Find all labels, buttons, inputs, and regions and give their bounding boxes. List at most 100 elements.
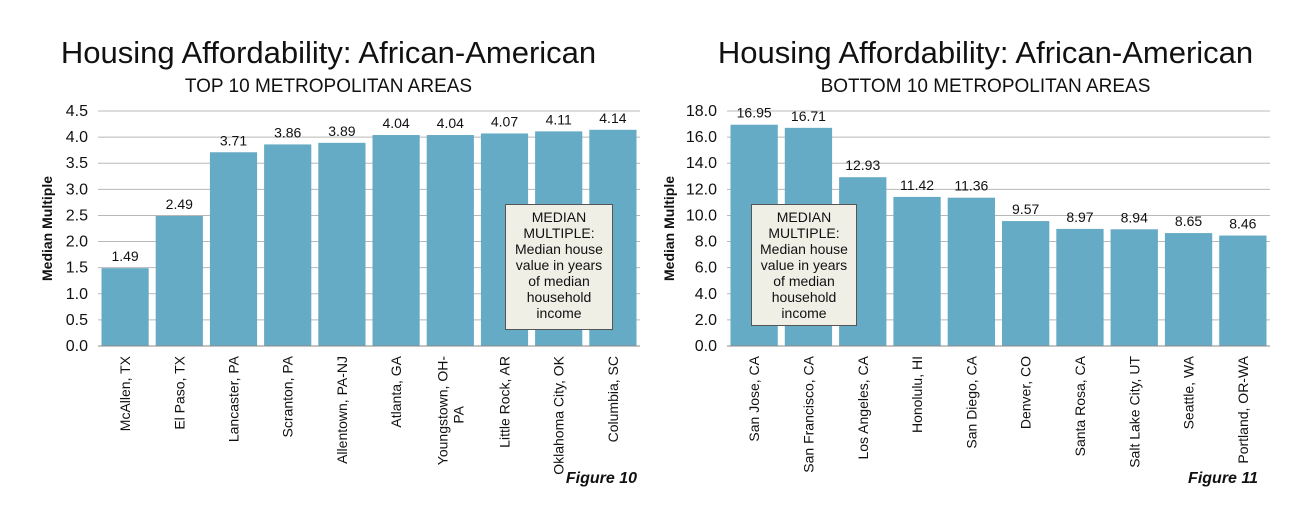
y-tick-label: 8.0 [695,234,717,251]
y-tick-label: 4.5 [66,103,88,120]
x-tick-label: Scranton, PA [280,355,296,437]
chart-subtitle: BOTTOM 10 METROPOLITAN AREAS [820,76,1151,97]
y-tick-label: 6.0 [695,260,717,277]
note-line: MEDIAN [531,209,587,225]
y-tick-label: 2.0 [66,234,88,251]
data-label: 1.49 [111,248,138,264]
figure-label: Figure 10 [565,470,637,487]
bar [1164,233,1213,346]
y-tick-label: 10.0 [686,207,717,224]
y-tick-label: 3.5 [66,155,88,172]
data-label: 8.94 [1121,209,1148,225]
note-line: MULTIPLE: [768,225,840,241]
data-label: 8.65 [1175,213,1202,229]
note-line: MULTIPLE: [523,225,595,241]
x-tick-label: Atlanta, GA [388,355,404,427]
data-label: 8.46 [1229,216,1256,232]
data-label: 11.42 [900,177,934,193]
data-label: 2.49 [166,196,193,212]
data-label: 4.14 [599,110,626,126]
note-line: income [536,305,582,321]
note-line: Median house [515,241,603,257]
x-tick-label: Honolulu, HI [909,356,925,433]
bar [209,152,258,346]
y-tick-label: 12.0 [686,181,717,198]
y-tick-label: 1.5 [66,260,88,277]
median-multiple-note: MEDIAN MULTIPLE: Median house value in y… [751,204,857,326]
note-line: MEDIAN [776,209,832,225]
note-line: of median [528,273,590,289]
bar [264,144,312,346]
y-tick-label: 0.5 [66,312,88,329]
y-tick-label: 4.0 [66,129,88,146]
note-line: household [771,289,837,305]
x-tick-label: Allentown, PA-NJ [334,356,350,464]
data-label: 9.57 [1012,201,1039,217]
y-tick-label: 0.0 [66,338,88,355]
note-line: of median [773,273,835,289]
bar-chart-top10: 0.0 0.5 1.0 1.5 2.0 2.5 3.0 3.5 4.0 4.5 Median Mul… [39,103,640,475]
x-tick-label: Columbia, SC [605,356,621,442]
x-tick-label: Los Angeles, CA [855,355,871,459]
chart-title: Housing Affordability: African-American [717,35,1254,70]
x-tick-label: Denver, CO [1018,356,1034,429]
y-tick-label: 16.0 [686,129,717,146]
x-tick-label: McAllen, TX [117,355,133,431]
y-tick-label: 0.0 [695,338,717,355]
y-tick-label: 4.0 [695,286,717,303]
bar [101,268,149,346]
x-tick-label: El Paso, TX [171,355,187,429]
y-tick-label: 3.0 [66,181,88,198]
x-tick-label-line: PA [450,405,466,423]
note-line: household [526,289,592,305]
bar [318,142,366,346]
data-label: 3.89 [328,123,355,139]
figure-label: Figure 11 [1188,470,1258,487]
x-tick-label: Salt Lake City, UT [1126,356,1142,468]
note-line: value in years [515,257,603,273]
y-tick-label: 14.0 [686,155,717,172]
x-tick-label: Youngstown, OH-PA [434,356,466,466]
data-label: 16.71 [791,108,826,124]
y-tick-label: 2.5 [66,207,88,224]
y-tick-label: 2.0 [695,312,717,329]
note-line: value in years [760,257,848,273]
x-tick-label: Oklahoma City, OK [551,355,567,474]
y-tick-label: 1.0 [66,286,88,303]
x-tick-label: Santa Rosa, CA [1072,355,1088,456]
x-tick-label: Portland, OR-WA [1235,355,1251,463]
bar [372,135,420,346]
chart-subtitle: TOP 10 METROPOLITAN AREAS [184,76,473,97]
bar [426,135,474,346]
median-multiple-note: MEDIAN MULTIPLE: Median house value in y… [505,204,613,330]
data-label: 11.36 [954,178,988,194]
y-tick-label: 18.0 [686,103,717,120]
y-axis-label: Median Multiple [39,176,55,281]
data-label: 12.93 [845,157,880,173]
data-label: 3.86 [274,124,301,140]
data-label: 4.11 [546,111,572,127]
note-line: Median house [760,241,848,257]
bar [1002,221,1050,346]
x-tick-label: Little Rock, AR [497,356,513,448]
data-label: 4.04 [382,115,409,131]
chart-panel-top10: Housing Affordability: African-American … [39,35,640,487]
chart-panel-bottom10: Housing Affordability: African-American … [657,0,1314,516]
data-label: 4.04 [437,115,464,131]
x-tick-label-line: Youngstown, OH- [434,356,450,466]
note-line: income [781,305,827,321]
x-tick-label: Seattle, WA [1181,355,1197,429]
data-label: 8.97 [1066,209,1093,225]
x-tick-label: Lancaster, PA [226,355,242,442]
bar [947,197,995,346]
x-tick-label: San Jose, CA [746,355,762,441]
x-tick-label: San Diego, CA [963,355,979,448]
x-tick-label: San Francisco, CA [800,355,816,472]
chart-title: Housing Affordability: African-American [60,35,597,70]
bar [893,196,941,346]
bar [1056,228,1104,346]
data-label: 3.71 [220,132,247,148]
y-axis-label: Median Multiple [661,176,677,281]
bar [155,215,203,346]
bar [1219,235,1267,346]
